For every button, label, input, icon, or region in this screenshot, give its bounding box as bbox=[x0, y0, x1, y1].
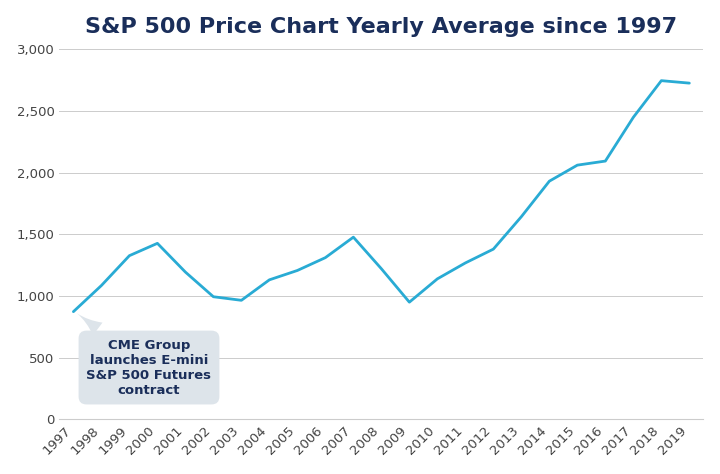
Text: CME Group
launches E-mini
S&P 500 Futures
contract: CME Group launches E-mini S&P 500 Future… bbox=[77, 313, 212, 397]
Title: S&P 500 Price Chart Yearly Average since 1997: S&P 500 Price Chart Yearly Average since… bbox=[85, 17, 678, 36]
